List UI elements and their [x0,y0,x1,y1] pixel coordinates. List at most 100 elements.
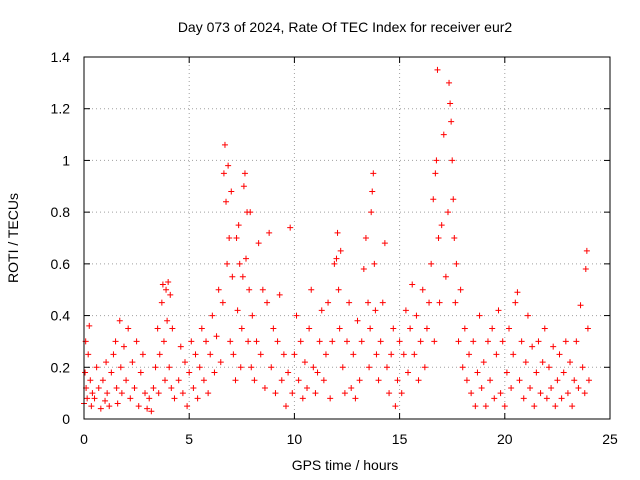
data-point [274,338,281,345]
data-point [470,338,477,345]
data-point [325,299,332,306]
data-point [510,351,517,358]
data-point [243,255,250,262]
x-axis-ticks: 0 5 10 15 20 25 [80,57,618,447]
data-point [421,364,428,371]
data-point [270,325,277,332]
data-point [337,247,344,254]
data-point [82,369,89,376]
data-point [192,351,199,358]
data-point [125,325,132,332]
data-point [257,351,264,358]
data-point [396,338,403,345]
data-point [259,286,266,293]
data-point [339,364,346,371]
data-point [381,240,388,247]
data-point [448,118,455,125]
y-tick-label: 1 [62,152,70,168]
data-point [495,307,502,314]
data-point [583,247,590,254]
data-point [436,299,443,306]
data-point [487,377,494,384]
x-tick-label: 20 [497,431,513,447]
data-point [285,369,292,376]
data-point [117,364,124,371]
data-point [99,377,106,384]
data-point [113,384,120,391]
data-point [249,312,256,319]
data-point [280,351,287,358]
data-point [241,170,248,177]
data-point [164,317,171,324]
data-point [581,390,588,397]
data-point [522,359,529,366]
data-point [299,395,306,402]
data-point [203,338,210,345]
y-axis-ticks: 0 0.2 0.4 0.6 0.8 1 1.2 1.4 [51,49,610,427]
data-point [272,390,279,397]
data-point [558,395,565,402]
data-point [398,390,405,397]
data-point [86,322,93,329]
data-point [379,299,386,306]
data-point [114,400,121,407]
data-point [93,364,100,371]
y-tick-label: 1.4 [51,49,71,65]
data-point [533,369,540,376]
data-point [91,395,98,402]
plot-frame [83,56,611,420]
data-point [88,403,95,410]
data-point [215,286,222,293]
data-point [335,286,342,293]
data-point [150,384,157,391]
data-point [450,196,457,203]
data-point [146,395,153,402]
data-point [167,291,174,298]
data-point [240,183,247,190]
data-point [356,377,363,384]
data-point [246,286,253,293]
y-tick-label: 0.2 [51,359,71,375]
data-point [200,377,207,384]
data-point [85,351,92,358]
data-point [484,338,491,345]
data-point [447,100,454,107]
data-point [331,260,338,267]
data-point [426,299,433,306]
data-point [306,325,313,332]
data-point [346,299,353,306]
data-point [301,359,308,366]
data-point [228,188,235,195]
data-point [541,325,548,332]
data-point [169,325,176,332]
y-tick-label: 0.6 [51,256,71,272]
data-point [435,235,442,241]
data-point [491,395,498,402]
data-point [478,384,485,391]
data-point [154,325,161,332]
data-point [440,131,447,138]
data-point [295,377,302,384]
data-point [211,369,218,376]
data-point [369,188,376,195]
data-point [386,390,393,397]
data-point [514,289,521,296]
data-point [318,307,325,314]
data-point [548,384,555,391]
data-point [131,384,138,391]
data-point [567,359,574,366]
data-point [194,395,201,402]
data-point [554,377,561,384]
data-point [575,384,582,391]
data-point [155,390,162,397]
data-point [329,338,336,345]
data-point [352,395,359,402]
data-point [207,351,214,358]
data-point [569,403,576,410]
data-point [84,395,91,402]
data-point [415,377,422,384]
data-point [585,377,592,384]
data-point [333,255,340,262]
data-point [127,395,134,402]
data-point [238,325,245,332]
